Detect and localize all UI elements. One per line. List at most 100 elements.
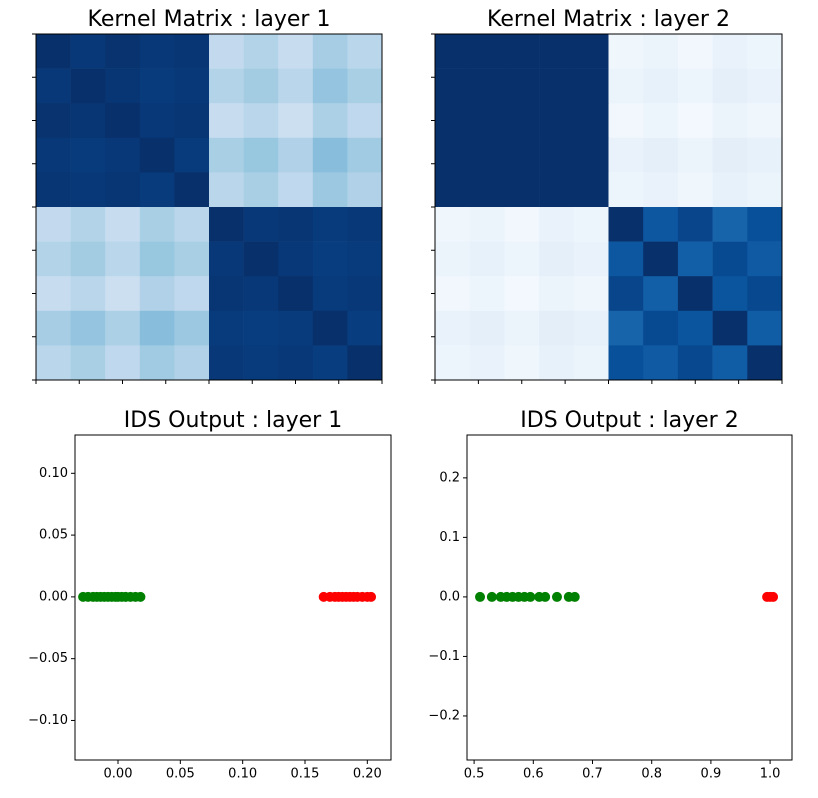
x-tick-label: 1.0	[760, 767, 781, 782]
heatmap-cell	[70, 103, 106, 139]
heatmap-cell	[347, 276, 383, 312]
heatmap-cell	[643, 137, 679, 173]
heatmap-cell	[435, 310, 470, 346]
y-tick-label: 0.0	[439, 589, 460, 604]
heatmap-cell	[243, 241, 279, 277]
heatmap-cell	[677, 276, 713, 312]
heatmap-cell	[174, 103, 210, 139]
heatmap-cell	[643, 207, 679, 242]
heatmap-cell	[209, 34, 244, 69]
x-tick-label: 0.6	[523, 767, 544, 782]
heatmap-cell	[539, 103, 575, 139]
heatmap-cell	[747, 172, 783, 208]
heatmap-cell	[174, 172, 210, 208]
heatmap-cell	[608, 172, 644, 208]
heatmap-cell	[504, 241, 540, 277]
heatmap-cell	[712, 103, 748, 139]
heatmap-cell	[174, 137, 210, 173]
heatmap-cell	[139, 345, 175, 381]
heatmap-cell	[36, 34, 71, 69]
heatmap-cell	[105, 68, 141, 104]
x-tick-label: 0.15	[291, 767, 320, 782]
heatmap-cell	[105, 172, 141, 208]
heatmap-cell	[174, 68, 210, 104]
heatmap-cell	[139, 34, 175, 69]
heatmap-cell	[504, 207, 540, 242]
heatmap-cell	[435, 34, 470, 69]
heatmap-cell	[36, 103, 71, 139]
heatmap-cell	[139, 207, 175, 242]
x-tick-label: 0.20	[353, 767, 382, 782]
heatmap-cell	[539, 137, 575, 173]
heatmap-cell	[469, 345, 505, 381]
heatmap-cell	[105, 276, 141, 312]
heatmap-cell	[712, 345, 748, 381]
scatter-point	[551, 591, 562, 602]
heatmap-cell	[278, 207, 314, 242]
heatmap-cell	[608, 345, 644, 381]
x-tick-label: 0.9	[701, 767, 722, 782]
heatmap-cell	[243, 68, 279, 104]
heatmap-cell	[209, 207, 244, 242]
heatmap-cell	[139, 241, 175, 277]
heatmap-cell	[435, 276, 470, 312]
heatmap-cell	[677, 34, 713, 69]
heatmap-cell	[608, 103, 644, 139]
heatmap-cell	[278, 172, 314, 208]
heatmap-cell	[209, 310, 244, 346]
heatmap-cell	[643, 276, 679, 312]
heatmap-cell	[243, 103, 279, 139]
heatmap-cell	[677, 345, 713, 381]
heatmap-cell	[312, 276, 348, 312]
heatmap-cell	[573, 241, 609, 277]
heatmap-cell	[139, 137, 175, 173]
heatmap-cell	[174, 34, 210, 69]
heatmap-cell	[677, 137, 713, 173]
heatmap-cell	[643, 34, 679, 69]
chart-title: Kernel Matrix : layer 1	[88, 7, 331, 32]
heatmap-cell	[643, 241, 679, 277]
heatmap-cell	[105, 241, 141, 277]
heatmap-cell	[243, 207, 279, 242]
heatmap-cell	[105, 137, 141, 173]
heatmap-cell	[312, 34, 348, 69]
heatmap-cell	[435, 68, 470, 104]
heatmap-cell	[36, 276, 71, 312]
heatmap-cell	[608, 68, 644, 104]
heatmap-cell	[209, 345, 244, 381]
heatmap-cell	[70, 207, 106, 242]
x-tick-label: 0.00	[104, 767, 133, 782]
heatmap-cell	[174, 207, 210, 242]
heatmap-cell	[209, 276, 244, 312]
x-tick-label: 0.05	[166, 767, 195, 782]
heatmap-cell	[539, 310, 575, 346]
heatmap-cell	[712, 276, 748, 312]
heatmap-cell	[36, 345, 71, 381]
heatmap-cell	[105, 310, 141, 346]
scatter-point	[366, 591, 377, 602]
heatmap-cell	[278, 310, 314, 346]
heatmap-cell	[608, 207, 644, 242]
heatmap-cell	[573, 207, 609, 242]
heatmap-cell	[539, 345, 575, 381]
heatmap-cell	[435, 103, 470, 139]
heatmap-cell	[139, 276, 175, 312]
y-tick-label: −0.10	[28, 713, 68, 728]
heatmap-cell	[573, 310, 609, 346]
y-tick-label: 0.2	[439, 470, 460, 485]
heatmap-cell	[677, 103, 713, 139]
x-tick-label: 0.7	[582, 767, 603, 782]
heatmap-cell	[469, 172, 505, 208]
heatmap-cell	[347, 137, 383, 173]
heatmap-cell	[747, 345, 783, 381]
scatter-point	[525, 591, 536, 602]
scatter-point	[768, 591, 779, 602]
heatmap-cell	[643, 172, 679, 208]
heatmap-cell	[312, 345, 348, 381]
heatmap-cell	[504, 345, 540, 381]
heatmap-cell	[469, 137, 505, 173]
y-tick-label: 0.00	[39, 589, 68, 604]
heatmap-cell	[139, 68, 175, 104]
heatmap-cell	[36, 207, 71, 242]
heatmap-cell	[243, 310, 279, 346]
